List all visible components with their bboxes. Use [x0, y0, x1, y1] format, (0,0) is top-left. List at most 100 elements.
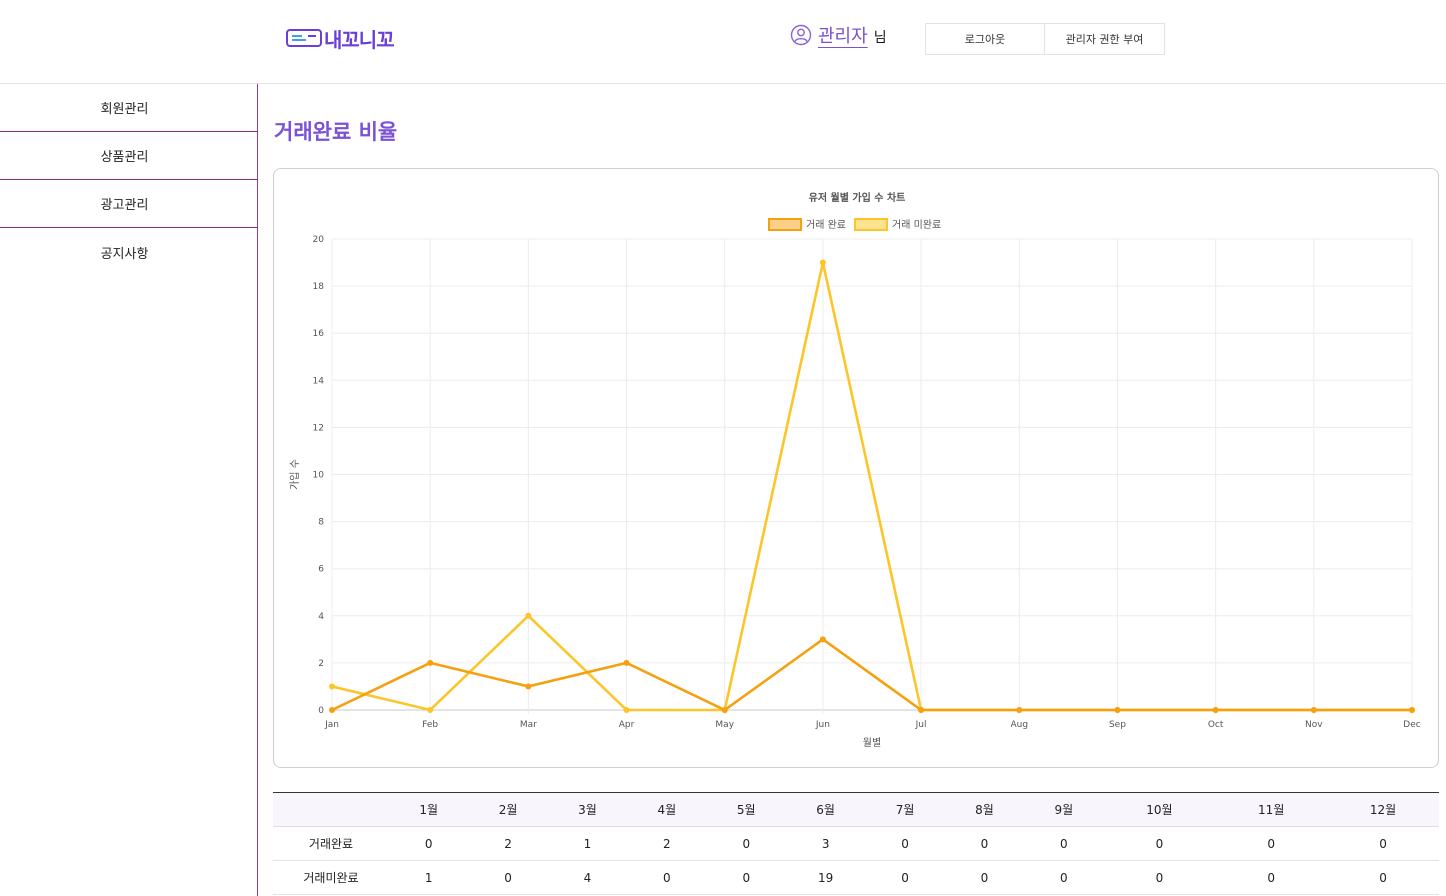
table-header-cell: 8월 — [944, 792, 1025, 827]
legend-label: 거래 완료 — [806, 219, 846, 231]
table-header-cell: 3월 — [547, 792, 628, 827]
y-tick-label: 4 — [318, 612, 324, 622]
table-cell: 0 — [1327, 826, 1439, 861]
series-line — [331, 262, 1412, 712]
x-tick-label: Jan — [324, 720, 339, 730]
x-axis-label: 월별 — [863, 737, 881, 749]
table-cell: 0 — [865, 860, 945, 895]
table-cell: 0 — [1327, 860, 1439, 895]
x-tick-label: Nov — [1305, 720, 1323, 730]
y-tick-label: 10 — [313, 471, 325, 481]
data-point — [819, 636, 826, 643]
y-tick-label: 16 — [313, 329, 325, 339]
data-point — [721, 707, 728, 713]
table-cell: 1 — [389, 860, 469, 895]
table-cell: 0 — [1024, 860, 1104, 895]
legend-swatch — [768, 218, 802, 231]
table-row: 거래완료 0 2 1 2 0 3 0 0 0 0 0 0 — [273, 826, 1439, 861]
data-point — [1310, 707, 1317, 713]
data-point — [329, 683, 335, 690]
logo[interactable]: 내꼬니꼬 — [286, 26, 395, 52]
logo-mark-icon — [286, 29, 322, 47]
logo-text: 내꼬니꼬 — [324, 27, 395, 52]
table-header-row: 1월 2월 3월 4월 5월 6월 7월 8월 9월 10월 11월 12월 — [273, 792, 1439, 827]
table-cell: 0 — [468, 860, 548, 895]
table-row: 거래미완료 1 0 4 0 0 19 0 0 0 0 0 0 — [273, 860, 1439, 895]
table-header-cell: 4월 — [627, 792, 707, 827]
sidebar-item-ads[interactable]: 광고관리 — [0, 180, 257, 228]
chart-card: 0 2 4 6 8 10 12 14 16 18 20 Jan Feb Mar Apr May Jun Jul Au… — [273, 168, 1439, 768]
table-cell: 0 — [1103, 826, 1216, 861]
sidebar-item-notices[interactable]: 공지사항 — [100, 246, 149, 262]
table-header-cell: 7월 — [865, 792, 945, 827]
x-tick-label: Dec — [1403, 720, 1420, 730]
legend-label: 거래 미완료 — [892, 219, 941, 231]
x-tick-label: Jul — [915, 720, 927, 730]
table-cell: 1 — [547, 826, 628, 861]
table-body: 거래완료 0 2 1 2 0 3 0 0 0 0 0 0 거래미완료 1 0 4 0 0 19 0 0 0 0 0 0 — [273, 826, 1439, 895]
table-header-cell: 9월 — [1024, 792, 1104, 827]
table-cell: 4 — [547, 860, 628, 895]
table-cell: 2 — [468, 826, 548, 861]
table-cell: 2 — [627, 826, 707, 861]
legend-swatch — [854, 218, 888, 231]
x-tick-label: Oct — [1208, 720, 1224, 730]
y-axis-label: 가입 수 — [288, 459, 301, 490]
table-cell: 3 — [785, 826, 866, 861]
data-point — [918, 707, 925, 713]
user-info: 관리자 님 — [790, 22, 887, 48]
data-point — [427, 659, 434, 666]
table-cell: 0 — [1103, 860, 1216, 895]
x-tick-label: Mar — [520, 720, 537, 730]
data-point — [1409, 707, 1415, 713]
data-point — [623, 707, 630, 713]
table-cell: 19 — [785, 860, 866, 895]
table-header-cell: 6월 — [785, 792, 866, 827]
chart-title: 유저 월별 가입 수 차트 — [809, 191, 906, 204]
data-point — [1016, 707, 1023, 713]
data-point — [819, 259, 826, 266]
user-name-link[interactable]: 관리자 — [818, 26, 868, 47]
table-cell: 0 — [706, 860, 786, 895]
sidebar-item-products[interactable]: 상품관리 — [0, 132, 257, 180]
data-point — [427, 707, 434, 713]
table-header-cell: 11월 — [1215, 792, 1328, 827]
y-tick-label: 12 — [313, 423, 324, 433]
user-icon — [790, 24, 812, 46]
table-header-cell: 12월 — [1327, 792, 1439, 827]
table-header-blank — [273, 792, 389, 827]
x-tick-label: Aug — [1010, 720, 1028, 730]
table-cell: 0 — [389, 826, 469, 861]
stats-table: 1월 2월 3월 4월 5월 6월 7월 8월 9월 10월 11월 12월 거래완료 0 2 1 2 0 3 0 0… — [273, 792, 1439, 895]
grant-admin-button[interactable]: 관리자 권한 부여 — [1044, 23, 1165, 55]
line-chart: 0 2 4 6 8 10 12 14 16 18 20 Jan Feb Mar Apr May Jun Jul Au… — [288, 191, 1421, 749]
table-header-cell: 1월 — [389, 792, 469, 827]
y-tick-label: 8 — [318, 518, 324, 528]
data-point — [1114, 707, 1121, 713]
table-header-cell: 2월 — [468, 792, 548, 827]
row-label: 거래완료 — [273, 826, 389, 861]
logout-button[interactable]: 로그아웃 — [925, 23, 1045, 55]
table-cell: 0 — [706, 826, 786, 861]
table-cell: 0 — [865, 826, 945, 861]
y-tick-label: 14 — [313, 376, 325, 386]
y-tick-label: 2 — [318, 659, 324, 669]
row-label: 거래미완료 — [273, 860, 389, 895]
x-tick-label: Feb — [422, 720, 438, 730]
data-point — [525, 612, 532, 619]
table-cell: 0 — [627, 860, 707, 895]
x-tick-label: Jun — [815, 720, 830, 730]
sidebar-item-members[interactable]: 회원관리 — [0, 84, 257, 132]
table-cell: 0 — [1215, 826, 1328, 861]
data-point — [525, 683, 532, 690]
x-tick-label: May — [715, 720, 734, 730]
page-title: 거래완료 비율 — [274, 120, 398, 144]
series-line — [331, 637, 1412, 712]
y-tick-label: 20 — [313, 235, 325, 245]
x-tick-label: Sep — [1109, 720, 1126, 730]
table-cell: 0 — [1024, 826, 1104, 861]
data-point — [1212, 707, 1219, 713]
y-tick-label: 18 — [313, 282, 325, 292]
table-header-cell: 10월 — [1103, 792, 1216, 827]
y-tick-label: 6 — [318, 565, 324, 575]
